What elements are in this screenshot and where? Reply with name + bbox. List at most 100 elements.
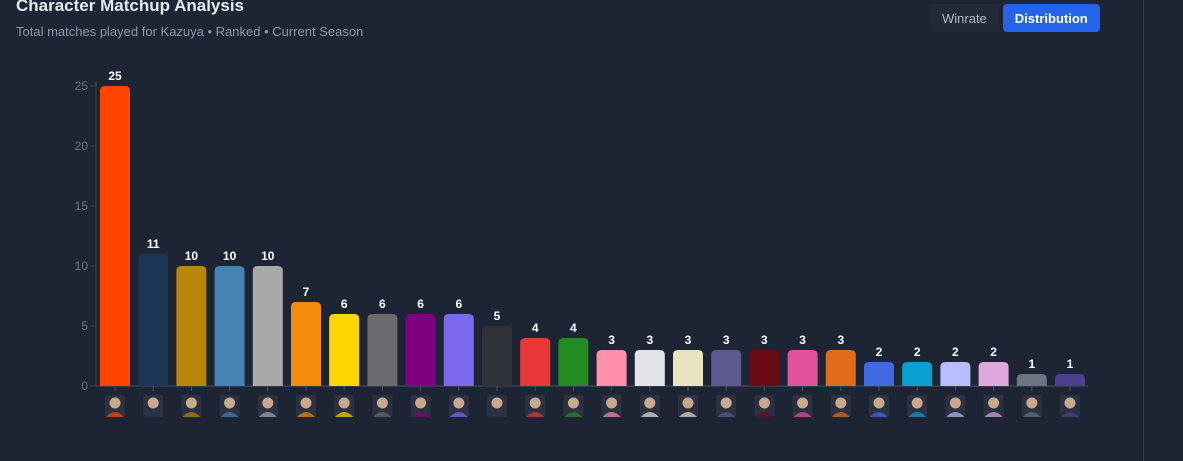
bar	[711, 350, 742, 386]
data-label: 11	[147, 237, 160, 251]
portrait-face	[797, 397, 809, 409]
panel-divider	[1143, 0, 1144, 461]
portrait-hair	[528, 397, 543, 401]
portrait-hair	[222, 397, 237, 401]
bar	[596, 350, 627, 386]
portrait-hair	[757, 397, 772, 401]
bar	[1016, 374, 1047, 386]
matchup-panel: Character Matchup Analysis Total matches…	[16, 0, 1100, 417]
data-label: 3	[837, 333, 844, 347]
portrait-face	[415, 397, 427, 409]
portrait-face	[185, 397, 197, 409]
portrait-face	[682, 397, 694, 409]
portrait-body	[182, 412, 201, 417]
portrait-body	[297, 412, 315, 417]
portrait-face	[873, 397, 885, 409]
data-label: 7	[303, 285, 310, 299]
portrait-body	[908, 412, 927, 417]
data-label: 2	[876, 345, 883, 359]
portrait-hair	[146, 397, 161, 401]
bar	[176, 266, 207, 386]
portrait-hair	[375, 397, 390, 401]
portrait-face	[644, 397, 656, 409]
portrait-body	[1061, 412, 1079, 417]
portrait-body	[220, 412, 239, 417]
portrait-face	[720, 397, 732, 409]
portrait-hair	[872, 397, 886, 401]
bar	[367, 314, 398, 386]
y-tick-label: 15	[75, 199, 89, 213]
portrait-hair	[1063, 397, 1077, 401]
bar	[940, 362, 971, 386]
data-label: 1	[1028, 357, 1035, 371]
portrait-face	[567, 397, 579, 409]
portrait-face	[453, 397, 465, 409]
portrait-body	[870, 412, 888, 417]
portrait-hair	[1024, 397, 1039, 401]
bar	[825, 350, 856, 386]
bar	[138, 254, 169, 386]
portrait-face	[988, 397, 1000, 409]
data-label: 2	[990, 345, 997, 359]
bar	[252, 266, 283, 386]
bar	[405, 314, 436, 386]
data-label: 2	[952, 345, 959, 359]
portrait-face	[300, 397, 312, 409]
portrait-hair	[910, 397, 925, 401]
portrait-hair	[566, 397, 581, 401]
data-label: 3	[646, 333, 653, 347]
view-toggle: Winrate Distribution	[930, 4, 1100, 32]
data-label: 3	[799, 333, 806, 347]
portrait-hair	[337, 397, 352, 401]
portrait-body	[449, 412, 468, 417]
portrait-hair	[299, 397, 313, 401]
portrait-face	[911, 397, 923, 409]
bar	[749, 350, 780, 386]
bar	[100, 86, 130, 386]
portrait-body	[640, 412, 659, 417]
data-label: 5	[494, 309, 501, 323]
portrait-face	[1064, 397, 1076, 409]
portrait-body	[679, 412, 697, 417]
data-label: 10	[185, 249, 199, 263]
bar	[634, 350, 665, 386]
portrait-body	[717, 412, 736, 417]
portrait-hair	[184, 397, 199, 401]
portrait-body	[946, 412, 965, 417]
portrait-face	[606, 397, 618, 409]
data-label: 10	[223, 249, 237, 263]
portrait-face	[147, 397, 159, 409]
data-label: 3	[723, 333, 730, 347]
portrait-body	[831, 412, 850, 417]
winrate-button[interactable]: Winrate	[930, 4, 999, 32]
bar	[864, 362, 894, 386]
portrait-hair	[260, 397, 275, 401]
portrait-body	[411, 412, 430, 417]
portrait-hair	[795, 397, 810, 401]
distribution-button[interactable]: Distribution	[1002, 4, 1100, 32]
portrait-face	[835, 397, 847, 409]
data-label: 4	[532, 321, 539, 335]
bar	[329, 314, 360, 386]
chart-title: Character Matchup Analysis	[16, 0, 244, 15]
portrait-body	[526, 412, 545, 417]
data-label: 6	[417, 297, 424, 311]
portrait-body	[564, 412, 583, 417]
portrait-face	[949, 397, 961, 409]
chart-subtitle: Total matches played for Kazuya • Ranked…	[16, 24, 364, 39]
data-label: 3	[761, 333, 768, 347]
portrait-face	[758, 397, 770, 409]
portrait-body	[984, 412, 1003, 417]
bar	[978, 362, 1009, 386]
y-tick-label: 0	[81, 379, 88, 393]
bar	[443, 314, 474, 386]
portrait-body	[602, 412, 621, 417]
portrait-body	[144, 412, 163, 417]
portrait-body	[1022, 412, 1041, 417]
portrait-face	[491, 397, 503, 409]
portrait-face	[376, 397, 388, 409]
portrait-body	[335, 412, 354, 417]
portrait-hair	[604, 397, 619, 401]
portrait-face	[529, 397, 541, 409]
